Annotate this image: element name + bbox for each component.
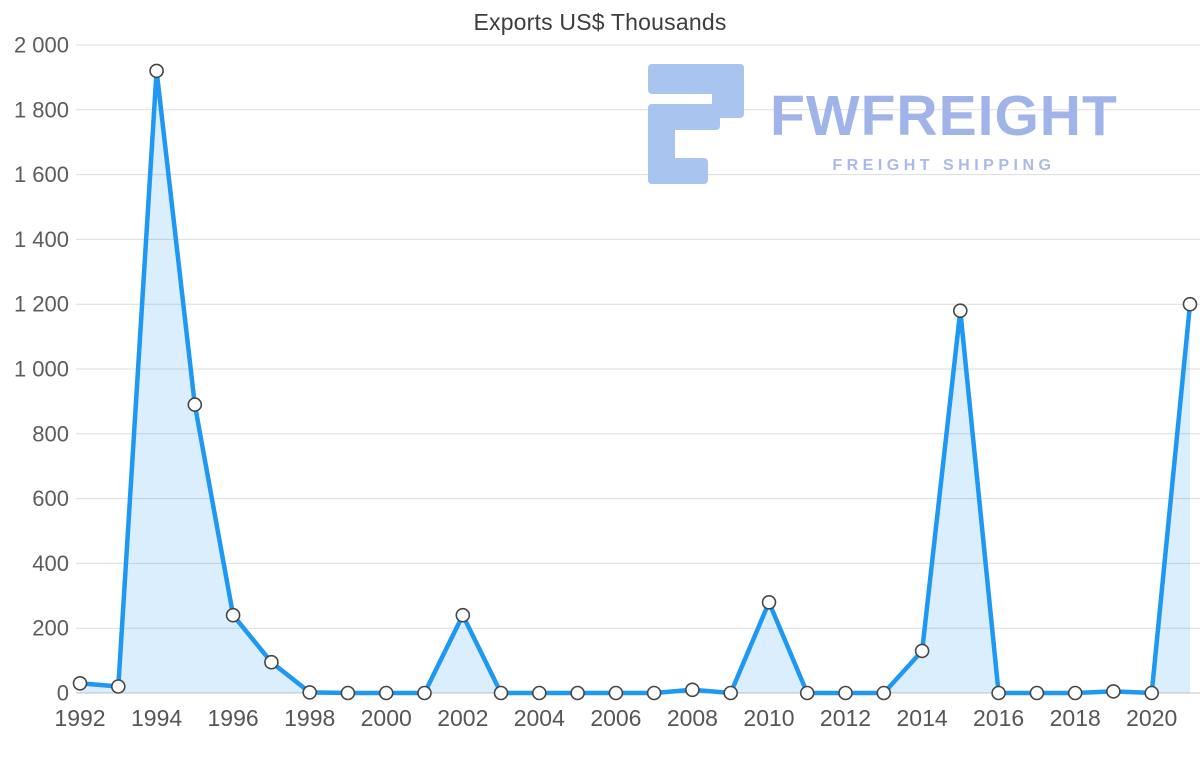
data-point-marker[interactable]	[149, 63, 164, 79]
x-axis-label: 2020	[1126, 705, 1177, 731]
x-axis-label: 2010	[743, 705, 794, 731]
y-axis-label: 1 800	[14, 97, 69, 122]
data-point-marker[interactable]	[952, 303, 968, 319]
data-point-marker[interactable]	[72, 675, 88, 691]
data-point-marker[interactable]	[225, 607, 241, 623]
data-point-marker[interactable]	[685, 682, 700, 698]
data-point-marker[interactable]	[455, 607, 471, 623]
data-point-marker[interactable]	[723, 685, 739, 701]
x-axis-label: 1996	[208, 705, 259, 731]
y-axis-label: 400	[32, 551, 69, 576]
x-axis-label: 1992	[54, 705, 105, 731]
data-point-marker[interactable]	[1029, 685, 1045, 701]
data-point-marker[interactable]	[111, 679, 126, 694]
data-point-marker[interactable]	[302, 685, 318, 700]
data-point-marker[interactable]	[914, 643, 930, 659]
y-axis-label: 2 000	[14, 33, 69, 58]
data-point-marker[interactable]	[761, 594, 777, 610]
x-axis-label: 2000	[361, 705, 412, 731]
data-point-marker[interactable]	[1182, 296, 1198, 312]
y-axis-label: 200	[32, 616, 69, 641]
data-point-marker[interactable]	[799, 685, 815, 701]
x-axis-label: 2004	[514, 705, 565, 731]
data-point-marker[interactable]	[646, 685, 662, 701]
data-point-marker[interactable]	[417, 685, 432, 701]
series-line	[77, 68, 1193, 696]
x-axis-label: 2016	[973, 705, 1024, 731]
data-point-marker[interactable]	[264, 654, 279, 670]
x-axis-label: 2008	[667, 705, 718, 731]
y-axis-label: 800	[32, 421, 69, 446]
x-axis-label: 2006	[590, 705, 641, 731]
data-point-marker[interactable]	[570, 685, 585, 701]
data-point-marker[interactable]	[187, 397, 203, 412]
x-axis-label: 2012	[820, 705, 871, 731]
y-axis-label: 1 200	[14, 292, 69, 317]
y-axis-label: 600	[32, 486, 69, 511]
series-area	[80, 70, 1190, 693]
x-axis-label: 2002	[437, 705, 488, 731]
data-point-marker[interactable]	[608, 685, 624, 701]
y-axis-label: 0	[57, 681, 69, 706]
y-axis-label: 1 600	[14, 162, 69, 187]
chart-title: Exports US$ Thousands	[473, 9, 727, 35]
x-axis-label: 2014	[897, 705, 948, 731]
data-point-marker[interactable]	[876, 685, 892, 701]
data-point-marker[interactable]	[378, 685, 394, 701]
data-point-marker[interactable]	[493, 685, 509, 701]
data-point-marker[interactable]	[1106, 684, 1121, 699]
x-axis-label: 1994	[131, 705, 182, 731]
y-axis-label: 1 400	[14, 227, 69, 252]
data-point-marker[interactable]	[1144, 685, 1159, 701]
x-axis-label: 1998	[284, 705, 335, 731]
data-point-marker[interactable]	[991, 685, 1006, 701]
data-point-marker[interactable]	[838, 685, 853, 701]
x-axis-label: 2018	[1050, 705, 1101, 731]
y-axis-label: 1 000	[14, 357, 69, 382]
data-point-marker[interactable]	[531, 685, 547, 701]
data-point-marker[interactable]	[1067, 685, 1083, 701]
data-point-marker[interactable]	[340, 685, 356, 701]
